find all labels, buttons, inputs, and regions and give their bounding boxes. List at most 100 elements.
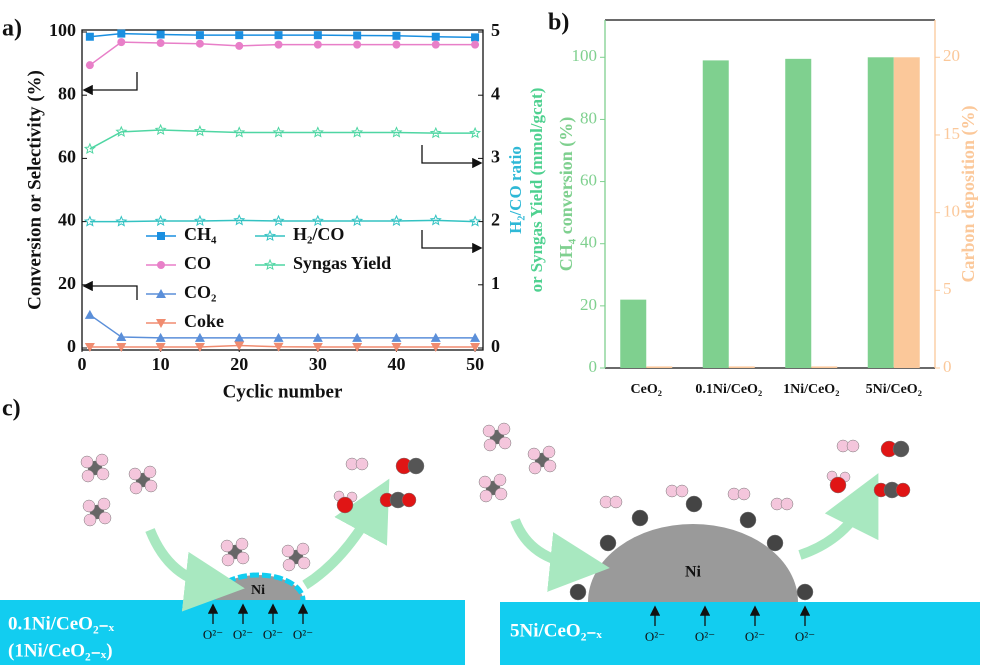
ch4-molecule <box>282 558 296 572</box>
panel-label: c) <box>2 396 21 422</box>
ion-label: O²⁻ <box>795 629 815 644</box>
ch4-molecule <box>129 481 143 495</box>
ch4-molecule <box>297 556 311 570</box>
y2-axis-label: H₂/CO ratio <box>506 146 525 234</box>
h2-molecule <box>609 495 623 509</box>
legend-label: CH₄ <box>184 224 217 244</box>
y-tick-label: 60 <box>58 147 76 167</box>
legend-label: CO₂ <box>184 282 216 302</box>
marker <box>155 343 166 353</box>
panel-label: a) <box>2 16 22 42</box>
marker <box>117 38 126 47</box>
marker <box>352 332 363 342</box>
carbon-deposit <box>739 511 757 529</box>
y2-tick-label: 20 <box>943 46 960 65</box>
ion-label: O²⁻ <box>263 627 283 642</box>
y-tick-label: 80 <box>58 83 76 103</box>
co2-molecule <box>401 492 417 508</box>
ch4-molecule <box>98 511 112 525</box>
ch4-molecule <box>296 542 310 556</box>
ch4-molecule <box>543 459 557 473</box>
marker <box>430 332 441 342</box>
ch4-molecule <box>483 438 497 452</box>
marker <box>195 31 204 40</box>
ion-label: O²⁻ <box>203 627 223 642</box>
ch4-molecule <box>528 461 542 475</box>
y2-axis-label: or Syngas Yield (mmol/gcat) <box>527 88 546 293</box>
x-tick-label: CeO₂ <box>631 382 662 397</box>
marker <box>429 126 442 139</box>
bar <box>620 299 647 368</box>
marker <box>233 126 246 138</box>
ch4-molecule <box>236 551 250 565</box>
series-line <box>89 219 476 223</box>
x-tick-label: 1Ni/CeO₂ <box>783 382 839 397</box>
carbon-deposit <box>569 583 587 601</box>
marker <box>233 214 246 226</box>
bar <box>728 366 755 368</box>
ch4-molecule <box>96 467 110 481</box>
marker <box>471 33 480 42</box>
co-molecule <box>892 440 910 458</box>
y2-tick-label: 5 <box>943 279 952 298</box>
marker <box>84 343 95 353</box>
y2-tick-label: 10 <box>943 202 960 221</box>
legend-label: Coke <box>184 311 224 331</box>
ion-label: O²⁻ <box>293 627 313 642</box>
marker <box>193 214 206 227</box>
y-tick-label: 20 <box>580 295 597 314</box>
h2-molecule <box>846 439 860 453</box>
marker <box>154 123 167 136</box>
y2-tick-label: 4 <box>491 83 500 103</box>
carbon-deposit <box>599 534 617 552</box>
series-line <box>89 344 476 348</box>
ch4-molecule <box>494 487 508 501</box>
h2-molecule <box>675 484 689 498</box>
marker <box>352 343 363 353</box>
legend-marker <box>156 319 166 328</box>
h2-molecule <box>737 487 751 501</box>
marker <box>193 124 206 137</box>
marker <box>194 343 205 353</box>
x-tick-label: 10 <box>152 354 170 374</box>
marker <box>115 215 128 227</box>
bar <box>646 366 673 368</box>
y-tick-label: 100 <box>49 20 76 40</box>
x-tick-label: 5Ni/CeO₂ <box>866 382 922 397</box>
marker <box>273 342 284 352</box>
x-tick-label: 20 <box>230 354 248 374</box>
legend-marker <box>156 289 166 298</box>
marker <box>83 215 96 227</box>
h2-molecule <box>355 457 369 471</box>
y-tick-label: 40 <box>58 210 76 230</box>
ch4-molecule <box>497 422 511 436</box>
bar <box>785 58 812 368</box>
marker <box>235 31 244 40</box>
y-axis-label: CH₄ conversion (%) <box>556 117 577 271</box>
ch4-molecule <box>144 479 158 493</box>
y-tick-label: 0 <box>67 336 76 356</box>
series-line <box>89 41 476 66</box>
marker <box>353 31 362 40</box>
ch4-molecule <box>493 473 507 487</box>
carbon-deposit <box>685 495 703 513</box>
marker <box>391 343 402 353</box>
marker <box>311 126 324 138</box>
y2-axis-label: Carbon deposition (%) <box>958 105 979 282</box>
co-molecule <box>407 457 425 475</box>
x-tick-label: 0 <box>78 354 87 374</box>
ch4-molecule <box>527 447 541 461</box>
y2-tick-label: 1 <box>491 273 500 293</box>
marker <box>311 214 324 227</box>
ch4-molecule <box>143 465 157 479</box>
marker <box>154 214 167 227</box>
x-tick-label: 30 <box>309 354 327 374</box>
marker <box>430 343 441 353</box>
ch4-molecule <box>478 475 492 489</box>
marker <box>116 343 127 353</box>
y2-tick-label: 5 <box>491 20 500 40</box>
marker <box>471 40 480 49</box>
ch4-molecule <box>479 489 493 503</box>
ch4-molecule <box>95 453 109 467</box>
